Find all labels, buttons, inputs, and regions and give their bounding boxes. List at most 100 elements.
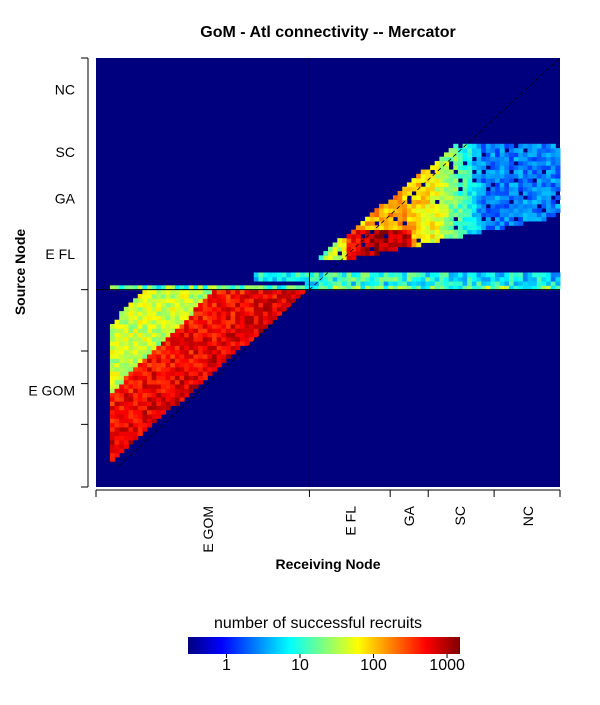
heatmap-cell bbox=[546, 195, 552, 201]
heatmap-cell bbox=[476, 195, 482, 201]
heatmap-cell bbox=[448, 208, 454, 213]
heatmap-cell bbox=[174, 332, 180, 338]
heatmap-cell bbox=[504, 160, 510, 166]
heatmap-cell bbox=[230, 298, 236, 303]
heatmap-cell bbox=[179, 341, 185, 346]
heatmap-cell bbox=[198, 349, 204, 355]
heatmap-cell bbox=[188, 302, 194, 308]
heatmap-cell bbox=[490, 152, 496, 158]
heatmap-cell bbox=[263, 285, 269, 291]
heatmap-cell bbox=[471, 276, 477, 282]
heatmap-cell bbox=[444, 203, 450, 209]
heatmap-cell bbox=[142, 375, 148, 381]
heatmap-cell bbox=[536, 178, 542, 183]
colorbar-title: number of successful recruits bbox=[214, 615, 422, 632]
heatmap-cell bbox=[499, 276, 505, 282]
heatmap-cell bbox=[137, 345, 143, 351]
heatmap-cell bbox=[235, 302, 241, 308]
heatmap-cell bbox=[328, 276, 334, 282]
heatmap-cell bbox=[156, 315, 162, 321]
heatmap-cell bbox=[555, 160, 561, 166]
heatmap-cell bbox=[160, 341, 167, 346]
heatmap-cell bbox=[522, 208, 528, 213]
heatmap-cell bbox=[165, 345, 171, 351]
heatmap-cell bbox=[416, 216, 422, 222]
heatmap-cell bbox=[411, 272, 417, 278]
heatmap-cell bbox=[160, 362, 167, 368]
heatmap-cell bbox=[457, 212, 464, 218]
heatmap-cell bbox=[532, 272, 538, 278]
heatmap-cell bbox=[244, 332, 250, 338]
heatmap-cell bbox=[230, 341, 236, 346]
heatmap-cell bbox=[123, 405, 129, 411]
heatmap-cell bbox=[453, 160, 459, 166]
heatmap-cell bbox=[304, 276, 310, 282]
heatmap-cell bbox=[253, 315, 259, 321]
heatmap-cell bbox=[351, 233, 357, 239]
heatmap-cell bbox=[202, 285, 208, 291]
heatmap-cell bbox=[123, 439, 129, 445]
heatmap-cell bbox=[137, 414, 143, 419]
heatmap-cell bbox=[555, 173, 561, 179]
heatmap-cell bbox=[351, 242, 357, 248]
heatmap-cell bbox=[420, 190, 426, 196]
heatmap-cell bbox=[244, 341, 250, 346]
heatmap-cell bbox=[499, 148, 505, 153]
heatmap-cell bbox=[258, 319, 264, 325]
heatmap-cell bbox=[202, 354, 208, 359]
heatmap-cell bbox=[198, 319, 204, 325]
heatmap-cell bbox=[411, 285, 417, 291]
heatmap-cell bbox=[406, 190, 412, 196]
heatmap-cell bbox=[518, 182, 524, 188]
heatmap-cell bbox=[490, 160, 496, 166]
heatmap-cell bbox=[346, 285, 352, 291]
heatmap-cell bbox=[508, 156, 515, 162]
heatmap-cell bbox=[434, 281, 440, 286]
heatmap-cell bbox=[212, 366, 218, 372]
heatmap-cell bbox=[212, 345, 218, 351]
heatmap-cell bbox=[128, 409, 134, 415]
heatmap-cell bbox=[425, 169, 431, 175]
heatmap-cell bbox=[485, 285, 491, 291]
heatmap-cell bbox=[128, 396, 134, 402]
heatmap-cell bbox=[546, 152, 552, 158]
heatmap-cell bbox=[281, 293, 287, 299]
heatmap-cell bbox=[546, 285, 552, 291]
heatmap-cell bbox=[253, 285, 259, 291]
heatmap-cell bbox=[444, 156, 450, 162]
heatmap-cell bbox=[179, 328, 185, 334]
heatmap-cell bbox=[457, 199, 464, 205]
heatmap-cell bbox=[462, 152, 468, 158]
heatmap-cell bbox=[179, 371, 185, 376]
heatmap-cell bbox=[536, 169, 542, 175]
heatmap-cell bbox=[495, 173, 501, 179]
heatmap-cell bbox=[448, 169, 454, 175]
heatmap-cell bbox=[281, 285, 287, 291]
heatmap-cell bbox=[170, 392, 176, 398]
heatmap-cell bbox=[425, 238, 431, 243]
heatmap-cell bbox=[499, 212, 505, 218]
heatmap-cell bbox=[416, 225, 422, 231]
heatmap-cell bbox=[170, 293, 176, 299]
heatmap-cell bbox=[179, 302, 185, 308]
heatmap-cell bbox=[119, 371, 125, 376]
heatmap-cell bbox=[142, 323, 148, 329]
heatmap-cell bbox=[351, 251, 357, 256]
heatmap-cell bbox=[207, 285, 213, 291]
heatmap-cell bbox=[485, 195, 491, 201]
heatmap-cell bbox=[434, 160, 440, 166]
heatmap-cell bbox=[225, 306, 232, 312]
heatmap-cell bbox=[513, 173, 519, 179]
heatmap-cell bbox=[216, 306, 222, 312]
heatmap-cell bbox=[379, 203, 385, 209]
heatmap-cell bbox=[165, 298, 171, 303]
heatmap-cell bbox=[374, 216, 380, 222]
heatmap-cell bbox=[114, 444, 120, 449]
heatmap-cell bbox=[527, 156, 533, 162]
heatmap-cell bbox=[123, 392, 129, 398]
heatmap-cell bbox=[457, 160, 464, 166]
heatmap-cell bbox=[258, 289, 264, 295]
heatmap-cell bbox=[490, 186, 496, 192]
heatmap-cell bbox=[388, 221, 394, 226]
heatmap-cell bbox=[495, 281, 501, 286]
